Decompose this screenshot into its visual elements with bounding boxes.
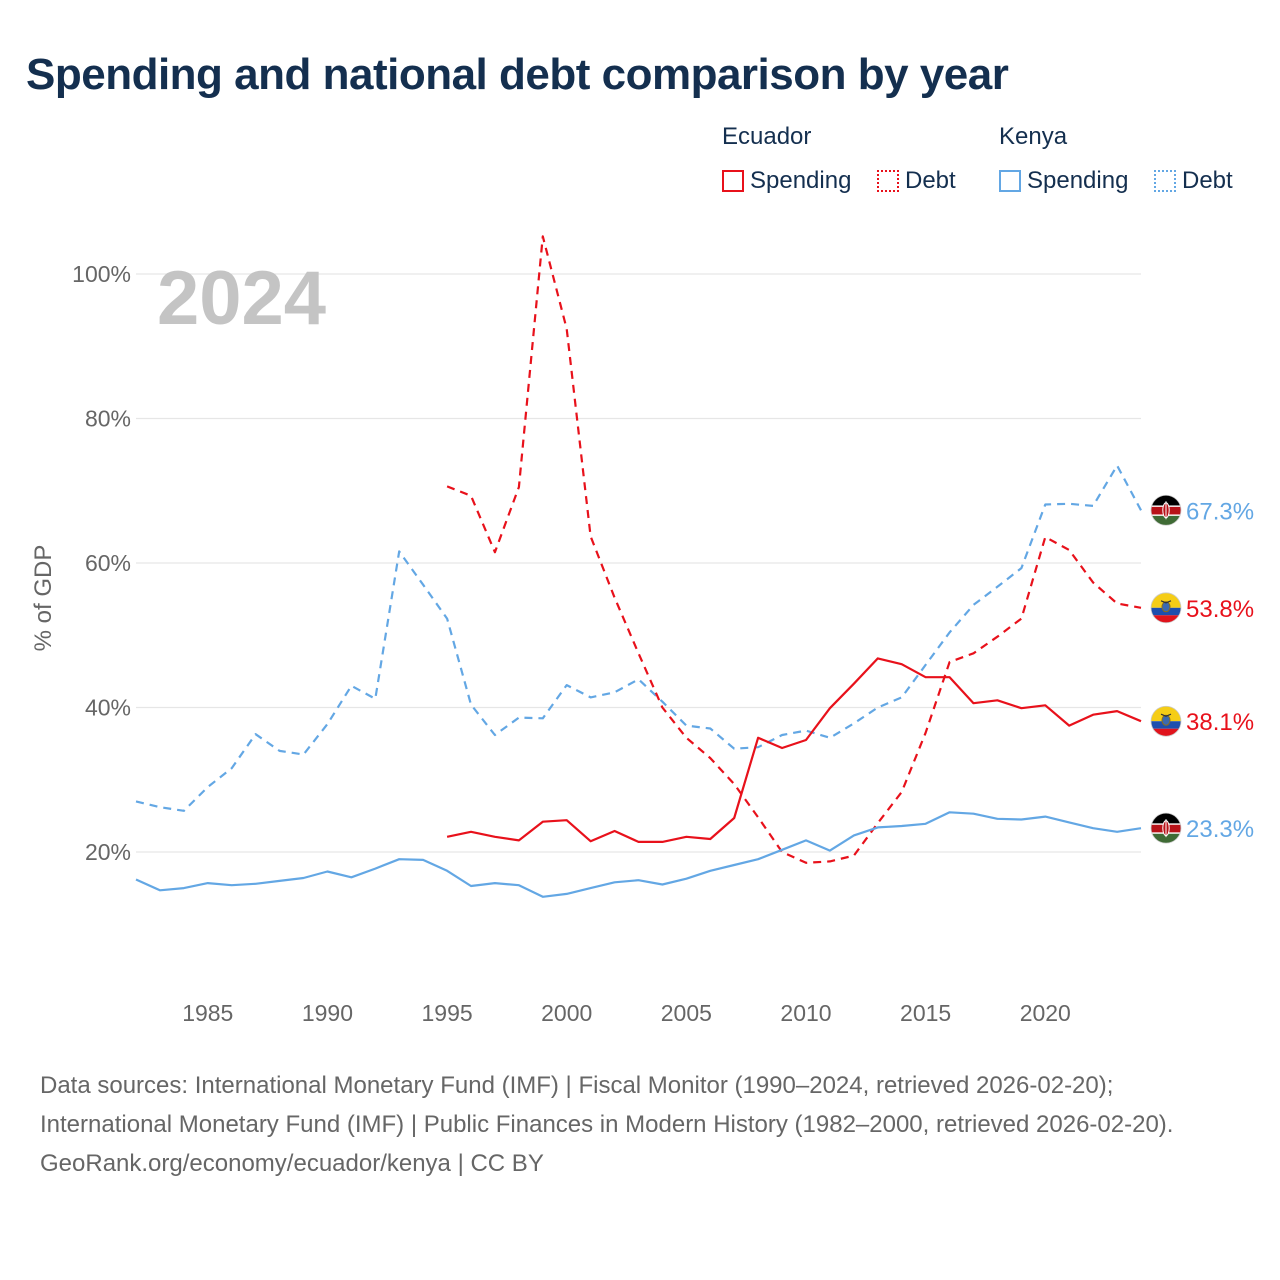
x-tick-label: 2015 bbox=[900, 1000, 951, 1026]
y-tick-label: 40% bbox=[85, 695, 131, 721]
x-tick-label: 2005 bbox=[661, 1000, 712, 1026]
legend-group-title-kenya: Kenya bbox=[999, 123, 1068, 150]
series-line-kenya-debt[interactable] bbox=[135, 464, 1142, 812]
x-tick-label: 2010 bbox=[780, 1000, 831, 1026]
series-line-kenya-spending[interactable] bbox=[135, 811, 1142, 898]
series bbox=[135, 235, 1142, 898]
legend-group-title-ecuador: Ecuador bbox=[722, 123, 812, 150]
end-labels: 67.3% 53.8% 38.1% 23.3% bbox=[1150, 494, 1254, 844]
end-label-kenya-spending: 23.3% bbox=[1150, 812, 1254, 844]
end-value-label: 67.3% bbox=[1186, 498, 1254, 525]
x-tick-label: 1990 bbox=[302, 1000, 353, 1026]
legend-item-kenya-spending[interactable]: Spending bbox=[999, 166, 1128, 196]
ecuador-flag-icon bbox=[1150, 592, 1182, 624]
y-tick-label: 80% bbox=[85, 406, 131, 432]
x-tick-label: 2020 bbox=[1020, 1000, 1071, 1026]
page-title: Spending and national debt comparison by… bbox=[26, 50, 1009, 99]
legend-label: Spending bbox=[1027, 167, 1129, 194]
kenya-flag-icon bbox=[1150, 812, 1182, 844]
end-value-label: 23.3% bbox=[1186, 816, 1254, 843]
y-axis-label: % of GDP bbox=[30, 545, 57, 652]
legend-item-kenya-debt[interactable]: Debt bbox=[1154, 166, 1233, 196]
legend-label: Spending bbox=[750, 167, 852, 194]
sources: Data sources: International Monetary Fun… bbox=[40, 1066, 1240, 1183]
x-axis: 1985 1990 1995 2000 2005 2010 2015 2020 bbox=[182, 1000, 1071, 1026]
year-label: 2024 bbox=[157, 256, 326, 341]
end-label-ecuador-spending: 38.1% bbox=[1150, 705, 1254, 737]
y-tick-label: 100% bbox=[72, 261, 131, 287]
legend-item-ecuador-spending[interactable]: Spending bbox=[722, 166, 851, 196]
grid bbox=[136, 273, 1141, 853]
x-tick-label: 1995 bbox=[421, 1000, 472, 1026]
end-label-ecuador-debt: 53.8% bbox=[1150, 592, 1254, 624]
ecuador-flag-icon bbox=[1150, 705, 1182, 737]
credit-link[interactable]: GeoRank.org/economy/ecuador/kenya | CC B… bbox=[40, 1150, 544, 1177]
data-sources-text: Data sources: International Monetary Fun… bbox=[40, 1072, 1174, 1138]
end-value-label: 38.1% bbox=[1186, 709, 1254, 736]
legend-swatch-solid-icon bbox=[999, 170, 1021, 192]
end-value-label: 53.8% bbox=[1186, 596, 1254, 623]
series-line-ecuador-spending[interactable] bbox=[446, 657, 1142, 844]
kenya-flag-icon bbox=[1150, 494, 1182, 526]
x-tick-label: 2000 bbox=[541, 1000, 592, 1026]
chart: 2024 20% 40% 60% 80% 100% 1985 1990 1995 2000 20… bbox=[30, 235, 1254, 1026]
legend-swatch-solid-icon bbox=[722, 170, 744, 192]
legend-swatch-dotted-icon bbox=[877, 170, 899, 192]
y-axis: 20% 40% 60% 80% 100% bbox=[72, 261, 131, 865]
end-label-kenya-debt: 67.3% bbox=[1150, 494, 1254, 526]
y-tick-label: 60% bbox=[85, 550, 131, 576]
series-line-ecuador-debt[interactable] bbox=[446, 235, 1142, 864]
legend-swatch-dotted-icon bbox=[1154, 170, 1176, 192]
y-tick-label: 20% bbox=[85, 839, 131, 865]
legend-label: Debt bbox=[1182, 167, 1233, 194]
legend-label: Debt bbox=[905, 167, 956, 194]
x-tick-label: 1985 bbox=[182, 1000, 233, 1026]
legend-item-ecuador-debt[interactable]: Debt bbox=[877, 166, 956, 196]
